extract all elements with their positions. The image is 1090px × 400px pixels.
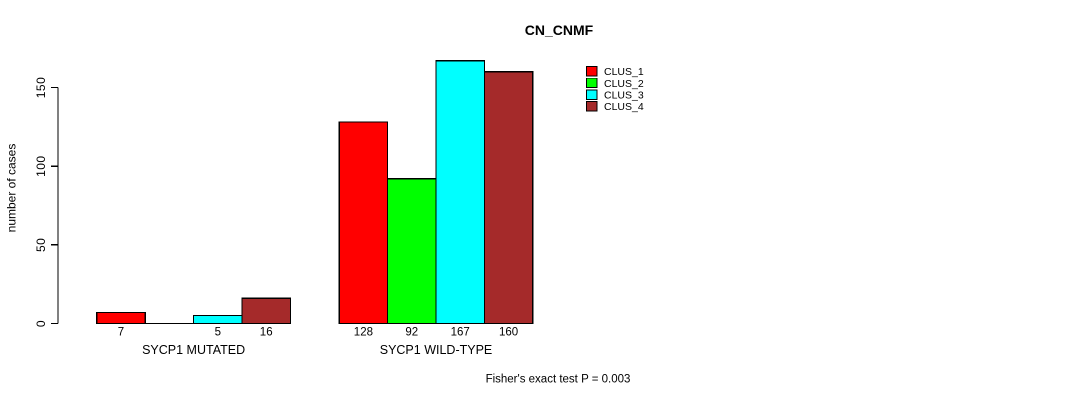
bar-clus_4 [483, 71, 534, 325]
legend-label: CLUS_3 [604, 90, 644, 102]
bar-clus_3 [435, 60, 486, 325]
bar-value-label: 5 [215, 327, 221, 339]
bar-clus_1 [338, 121, 389, 325]
bar-value-label: 7 [118, 327, 124, 339]
bar-value-label: 92 [405, 327, 418, 339]
bar-clus_3 [193, 315, 243, 325]
legend-swatch-clus_3 [586, 89, 598, 100]
bar-value-label: 16 [260, 327, 273, 339]
y-axis-title: number of cases [5, 144, 19, 233]
legend-label: CLUS_1 [604, 66, 644, 78]
bar-clus_2 [387, 178, 437, 325]
legend-swatch-clus_1 [586, 66, 598, 77]
legend-swatch-clus_2 [586, 77, 598, 89]
legend-label: CLUS_4 [604, 101, 644, 113]
y-tick-label: 100 [34, 155, 48, 177]
bar-clus_4 [241, 297, 292, 325]
chart-title: CN_CNMF [525, 22, 594, 38]
bar-value-label: 160 [499, 327, 518, 339]
y-tick-label: 150 [34, 77, 48, 99]
group-label: SYCP1 MUTATED [142, 343, 245, 357]
bar-value-label: 128 [354, 327, 373, 339]
y-tick-label: 0 [34, 320, 48, 327]
legend-swatch-clus_4 [586, 101, 598, 112]
annotation-text: Fisher's exact test P = 0.003 [486, 374, 631, 386]
bar-clus_1 [96, 311, 146, 325]
y-tick-label: 50 [34, 238, 48, 252]
legend-label: CLUS_2 [604, 78, 644, 90]
group-label: SYCP1 WILD-TYPE [380, 343, 493, 357]
bar-value-label: 167 [451, 327, 470, 339]
